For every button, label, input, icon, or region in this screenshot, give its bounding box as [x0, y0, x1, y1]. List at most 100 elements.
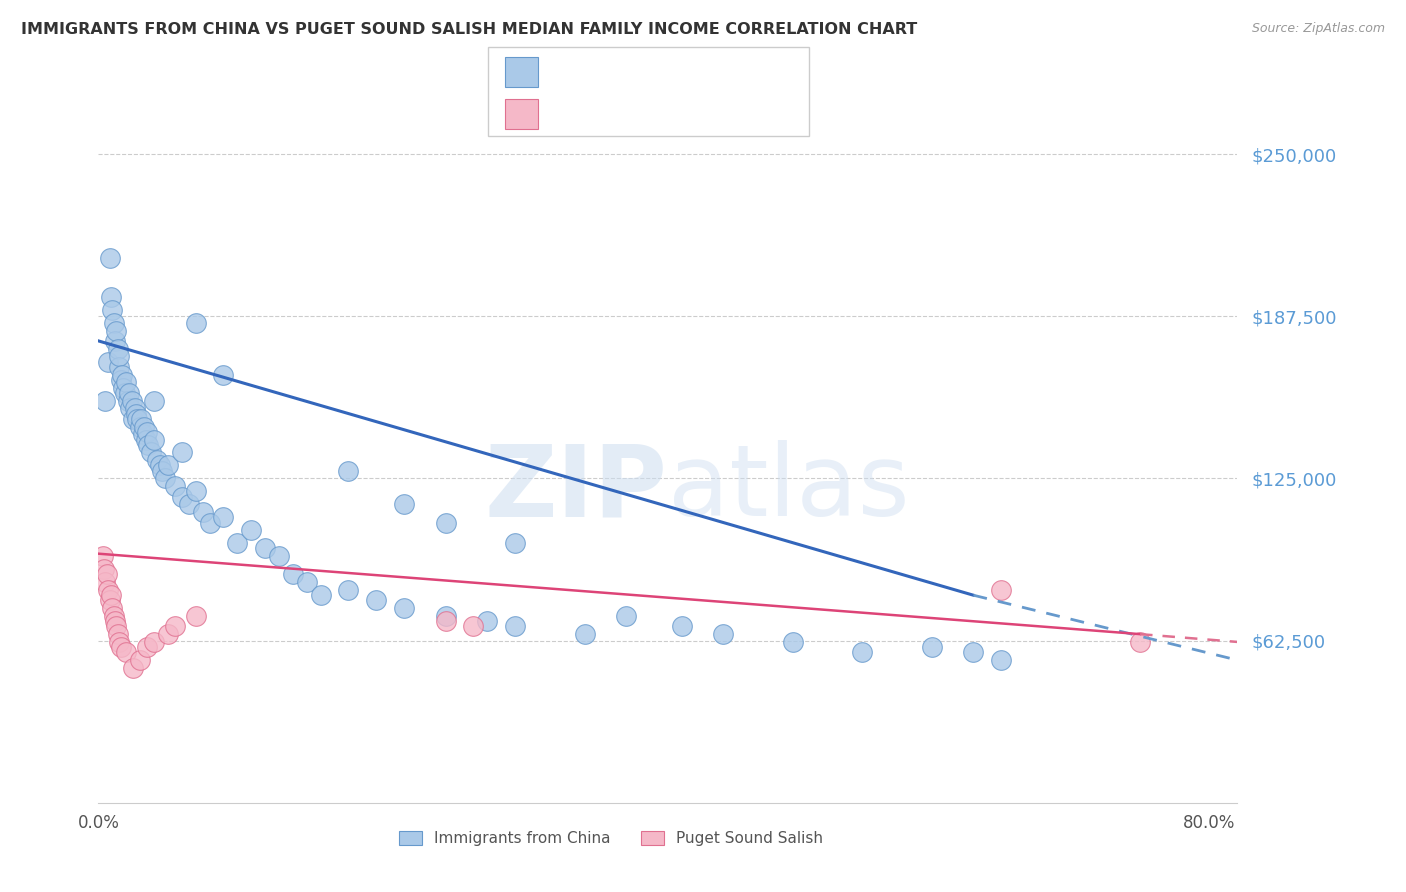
Point	[212, 368, 235, 382]
Point	[254, 541, 277, 556]
Point	[143, 635, 166, 649]
Point	[184, 484, 207, 499]
Point	[212, 510, 235, 524]
Point	[94, 393, 117, 408]
Text: IMMIGRANTS FROM CHINA VS PUGET SOUND SALISH MEDIAN FAMILY INCOME CORRELATION CHA: IMMIGRANTS FROM CHINA VS PUGET SOUND SAL…	[21, 22, 917, 37]
Point	[105, 324, 128, 338]
Point	[337, 582, 360, 597]
Point	[129, 419, 152, 434]
Point	[105, 619, 128, 633]
Point	[125, 407, 148, 421]
Point	[98, 593, 121, 607]
Point	[503, 536, 526, 550]
Point	[112, 381, 135, 395]
Point	[110, 373, 132, 387]
Point	[136, 640, 159, 654]
Point	[135, 433, 157, 447]
Point	[101, 601, 124, 615]
Point	[108, 350, 131, 364]
FancyBboxPatch shape	[488, 47, 808, 136]
Point	[434, 614, 457, 628]
Point	[120, 401, 142, 416]
Point	[141, 445, 163, 459]
Point	[191, 505, 214, 519]
Point	[477, 614, 499, 628]
Point	[153, 471, 176, 485]
Point	[145, 453, 167, 467]
Point	[1129, 635, 1152, 649]
Point	[96, 567, 118, 582]
Point	[97, 354, 120, 368]
FancyBboxPatch shape	[505, 57, 538, 87]
Point	[124, 401, 146, 416]
Text: Source: ZipAtlas.com: Source: ZipAtlas.com	[1251, 22, 1385, 36]
Point	[100, 290, 122, 304]
Point	[170, 490, 193, 504]
Point	[503, 619, 526, 633]
Point	[104, 614, 127, 628]
Point	[226, 536, 249, 550]
Point	[148, 458, 170, 473]
Point	[138, 438, 160, 452]
Legend: Immigrants from China, Puget Sound Salish: Immigrants from China, Puget Sound Salis…	[392, 825, 830, 852]
Point	[614, 609, 637, 624]
Point	[107, 627, 129, 641]
Text: N = 26: N = 26	[700, 105, 762, 123]
Point	[150, 464, 173, 478]
Point	[295, 575, 318, 590]
Point	[94, 575, 117, 590]
Point	[574, 627, 596, 641]
Point	[110, 640, 132, 654]
Point	[198, 516, 221, 530]
Text: ZIP: ZIP	[485, 441, 668, 537]
Point	[129, 653, 152, 667]
Point	[392, 601, 415, 615]
Point	[108, 635, 131, 649]
Point	[170, 445, 193, 459]
Point	[713, 627, 735, 641]
Point	[143, 433, 166, 447]
Point	[98, 251, 121, 265]
Point	[463, 619, 485, 633]
Point	[434, 609, 457, 624]
Text: atlas: atlas	[668, 441, 910, 537]
Point	[104, 334, 127, 348]
Point	[366, 593, 388, 607]
Point	[921, 640, 943, 654]
Point	[121, 393, 143, 408]
Point	[91, 549, 114, 564]
Point	[177, 497, 200, 511]
Point	[111, 368, 134, 382]
Point	[156, 458, 179, 473]
Point	[267, 549, 290, 564]
Point	[990, 582, 1012, 597]
Point	[782, 635, 804, 649]
Point	[281, 567, 304, 582]
FancyBboxPatch shape	[505, 99, 538, 129]
Point	[134, 419, 156, 434]
Point	[156, 627, 179, 641]
Point	[103, 609, 125, 624]
Point	[851, 645, 873, 659]
Point	[337, 464, 360, 478]
Point	[184, 316, 207, 330]
Point	[118, 385, 141, 400]
Text: R = -0.436: R = -0.436	[551, 62, 648, 81]
Point	[240, 524, 263, 538]
Point	[131, 411, 153, 425]
Point	[122, 661, 145, 675]
Point	[309, 588, 332, 602]
Point	[101, 302, 124, 317]
Point	[103, 316, 125, 330]
Point	[122, 411, 145, 425]
Point	[115, 645, 138, 659]
Point	[117, 393, 139, 408]
Point	[97, 582, 120, 597]
Point	[392, 497, 415, 511]
Point	[100, 588, 122, 602]
Point	[143, 393, 166, 408]
Point	[434, 516, 457, 530]
Point	[962, 645, 984, 659]
Point	[93, 562, 115, 576]
Point	[163, 479, 186, 493]
